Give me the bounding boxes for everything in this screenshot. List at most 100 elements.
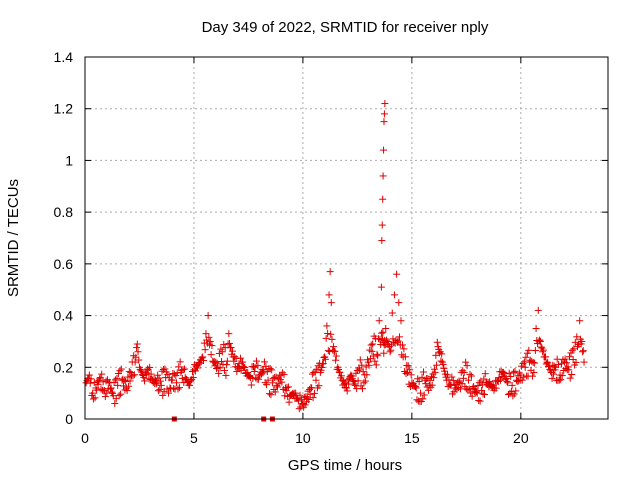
data-point: [566, 374, 574, 382]
data-point: [568, 371, 576, 379]
data-point: [106, 385, 114, 393]
data-point: [431, 368, 439, 376]
data-point: [133, 340, 141, 348]
data-point: [135, 356, 143, 364]
data-point: [321, 355, 329, 363]
data-point: [343, 387, 351, 395]
data-point: [374, 352, 382, 360]
data-point: [576, 317, 584, 325]
data-point: [167, 376, 175, 384]
data-point: [202, 330, 210, 338]
data-point: [369, 340, 377, 348]
data-point: [298, 400, 306, 408]
data-point: [337, 372, 345, 380]
data-point: [362, 363, 370, 371]
data-point: [260, 358, 268, 366]
data-point: [348, 375, 356, 383]
data-point: [527, 366, 535, 374]
data-point: [511, 367, 519, 375]
data-point: [504, 379, 512, 387]
data-point: [539, 346, 547, 354]
data-point: [564, 363, 572, 371]
data-point: [379, 328, 387, 336]
data-point: [107, 384, 115, 392]
data-point: [473, 388, 481, 396]
data-point: [309, 394, 317, 402]
data-point: [336, 368, 344, 376]
data-point: [302, 393, 310, 401]
data-point: [328, 335, 336, 343]
data-point: [531, 347, 539, 355]
data-point: [215, 369, 223, 377]
data-point: [212, 364, 220, 372]
data-point: [175, 384, 183, 392]
data-point: [220, 367, 228, 375]
data-point: [382, 336, 390, 344]
data-point: [245, 372, 253, 380]
data-point: [389, 335, 397, 343]
data-point: [550, 370, 558, 378]
data-point: [98, 386, 106, 394]
data-point: [388, 309, 396, 317]
data-point: [529, 358, 537, 366]
data-point: [519, 360, 527, 368]
data-point: [398, 351, 406, 359]
data-point: [542, 353, 550, 361]
data-point: [555, 360, 563, 368]
data-point: [568, 346, 576, 354]
data-point: [126, 377, 134, 385]
data-point: [432, 351, 440, 359]
data-point: [419, 368, 427, 376]
data-point: [292, 389, 300, 397]
data-point: [365, 361, 373, 369]
data-point: [170, 370, 178, 378]
data-point: [367, 341, 375, 349]
data-point: [459, 374, 467, 382]
data-point: [312, 376, 320, 384]
data-point: [236, 365, 244, 373]
data-point: [433, 338, 441, 346]
data-point: [143, 369, 151, 377]
data-point: [411, 382, 419, 390]
data-point: [155, 374, 163, 382]
data-point: [394, 337, 402, 345]
data-point: [112, 395, 120, 403]
data-point: [550, 362, 558, 370]
data-point: [393, 270, 401, 278]
data-point: [406, 366, 414, 374]
data-point: [178, 366, 186, 374]
data-point: [255, 375, 263, 383]
data-point: [108, 388, 116, 396]
data-point: [502, 375, 510, 383]
data-point: [89, 395, 97, 403]
data-point: [239, 362, 247, 370]
data-point: [263, 381, 271, 389]
data-point: [114, 381, 122, 389]
y-tick-label: 0.2: [54, 359, 74, 375]
data-point: [156, 385, 164, 393]
data-point: [190, 366, 198, 374]
data-point: [481, 391, 489, 399]
data-point: [227, 343, 235, 351]
data-point: [196, 359, 204, 367]
y-tick-label: 0.6: [54, 256, 74, 272]
data-point: [161, 365, 169, 373]
data-point: [521, 363, 529, 371]
data-point: [380, 349, 388, 357]
data-point: [400, 345, 408, 353]
data-point: [96, 375, 104, 383]
data-point: [473, 389, 481, 397]
data-point: [378, 237, 386, 245]
data-point: [94, 380, 102, 388]
data-point: [252, 357, 260, 365]
y-tick-label: 1: [65, 152, 73, 168]
data-point: [96, 374, 104, 382]
data-point: [157, 377, 165, 385]
data-point: [547, 367, 555, 375]
data-point: [501, 370, 509, 378]
data-point: [186, 377, 194, 385]
data-point: [563, 359, 571, 367]
x-tick-label: 0: [81, 430, 89, 446]
data-point: [539, 348, 547, 356]
